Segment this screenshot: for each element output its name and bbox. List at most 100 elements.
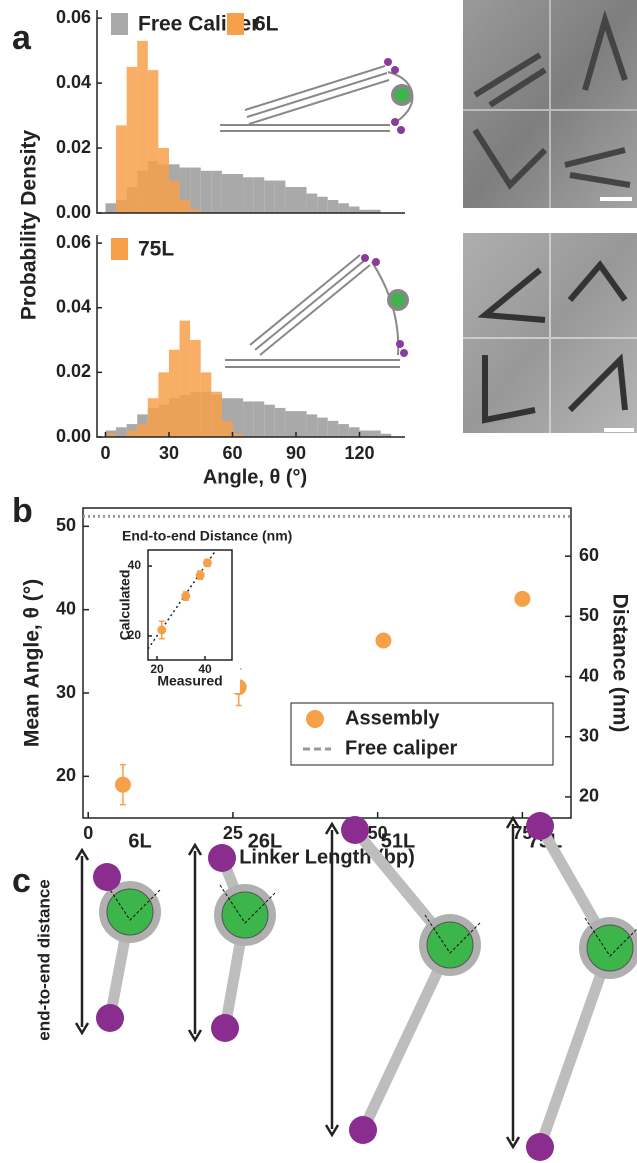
- angle-guide: [424, 914, 481, 954]
- legend-marker: [306, 710, 324, 728]
- arrow-head: [505, 1136, 521, 1150]
- y-tick-label: 0.04: [56, 72, 91, 92]
- y-axis-label: Probability Density: [18, 130, 41, 321]
- end-bead: [208, 844, 236, 872]
- histogram-bar: [105, 203, 117, 213]
- x-tick-label: 30: [159, 443, 179, 463]
- y-tick-label: 0.02: [56, 137, 91, 157]
- y-tick-label: 20: [128, 628, 142, 642]
- y-axis-label: Mean Angle, θ (°): [21, 579, 44, 747]
- histogram-bar: [306, 193, 318, 213]
- histogram-bar: [380, 433, 392, 437]
- histogram-bar: [147, 70, 159, 213]
- histogram-bar: [221, 398, 233, 437]
- panel-label: b: [12, 492, 33, 530]
- legend-label: Free caliper: [345, 737, 458, 759]
- histogram-bar: [211, 391, 222, 437]
- arm: [357, 939, 456, 1136]
- histogram-bar: [327, 200, 339, 213]
- histogram-bar: [243, 401, 254, 437]
- histogram-bar: [274, 180, 286, 213]
- hinge: [106, 888, 154, 936]
- angle-guide: [219, 884, 276, 924]
- arrow-head: [74, 1022, 90, 1036]
- y-tick-label: 0.00: [56, 202, 91, 222]
- histogram-bar: [295, 187, 307, 213]
- end-bead: [526, 812, 554, 840]
- histogram-bar: [158, 372, 169, 437]
- histogram-bar: [179, 167, 191, 213]
- histogram-bar: [359, 430, 371, 437]
- legend-swatch: [227, 13, 244, 35]
- y2-axis-label: Distance (nm): [608, 594, 631, 733]
- histogram-bar: [200, 170, 212, 213]
- x-tick-label: 25: [223, 823, 243, 843]
- diagram-label: 6L: [128, 830, 151, 852]
- arrow-head: [74, 847, 90, 861]
- arm: [534, 942, 616, 1153]
- data-point: [514, 590, 531, 607]
- histogram-bar: [274, 407, 286, 437]
- x-tick-label: 0: [100, 443, 110, 463]
- data-point: [375, 632, 392, 649]
- histogram-bar: [264, 180, 275, 213]
- legend-label: Assembly: [345, 707, 440, 729]
- y-tick-label: 0.06: [56, 232, 91, 252]
- legend-box: [290, 702, 554, 766]
- histogram-bar: [327, 420, 339, 437]
- histogram-bar: [338, 203, 349, 213]
- histogram-bar: [147, 398, 159, 437]
- diagram-axis-label: end-to-end distance: [34, 879, 53, 1041]
- histogram-bar: [232, 433, 244, 437]
- legend-label: 6L: [254, 13, 279, 36]
- histogram-bar: [285, 187, 296, 213]
- angle-guide: [584, 917, 637, 957]
- diagram-label: 51L: [381, 830, 415, 852]
- x-tick-label: 50: [368, 823, 388, 843]
- plot-frame: [82, 507, 572, 819]
- micrograph: [463, 233, 637, 433]
- histogram-bar: [243, 177, 254, 213]
- x-tick-label: 0: [83, 823, 93, 843]
- end-bead: [341, 816, 369, 844]
- y-tick-label: 0.04: [56, 296, 91, 316]
- histogram-bar: [370, 430, 381, 437]
- histogram-bar: [126, 66, 138, 213]
- histogram-bar: [232, 398, 244, 437]
- histogram-bar: [317, 196, 328, 213]
- histogram-bar: [179, 320, 191, 437]
- legend-swatch: [111, 238, 128, 260]
- histogram-bar: [168, 349, 180, 437]
- histogram-bar: [295, 411, 307, 437]
- y2-tick-label: 40: [579, 665, 599, 685]
- hinge: [426, 921, 474, 969]
- histogram-bar: [200, 372, 212, 437]
- micrograph: [463, 0, 637, 208]
- y-tick-label: 40: [56, 598, 76, 618]
- histogram-bar: [190, 340, 201, 437]
- legend-label: 75L: [138, 238, 174, 261]
- histogram-bar: [285, 411, 296, 437]
- legend-swatch: [111, 13, 128, 35]
- end-bead: [526, 1133, 554, 1161]
- y-tick-label: 0.02: [56, 361, 91, 381]
- data-point: [157, 625, 167, 635]
- histogram-bar: [137, 424, 148, 437]
- histogram-bar: [232, 174, 244, 213]
- end-bead: [211, 1014, 239, 1042]
- y2-tick-label: 20: [579, 786, 599, 806]
- y-tick-label: 20: [56, 765, 76, 785]
- end-bead: [96, 1004, 124, 1032]
- histogram-bar: [116, 125, 127, 213]
- y-tick-label: 40: [128, 558, 142, 572]
- histogram-bar: [317, 417, 328, 437]
- panel-label: c: [12, 862, 31, 900]
- histogram-bar: [158, 148, 169, 213]
- histogram-bar: [137, 40, 148, 213]
- histogram-bar: [253, 401, 265, 437]
- arrow-head: [505, 815, 521, 829]
- histogram-bar: [221, 420, 233, 437]
- inset-background: [108, 525, 240, 693]
- x-axis-label: Angle, θ (°): [203, 466, 307, 488]
- histogram-bar: [126, 430, 138, 437]
